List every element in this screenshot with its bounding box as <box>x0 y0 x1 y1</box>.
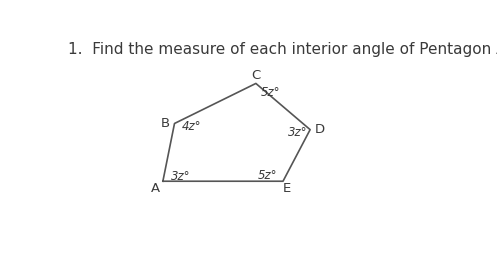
Text: 4z°: 4z° <box>182 120 202 133</box>
Text: B: B <box>161 117 170 130</box>
Text: D: D <box>315 123 325 136</box>
Text: 5z°: 5z° <box>260 86 280 99</box>
Text: 5z°: 5z° <box>258 169 278 182</box>
Text: 1.  Find the measure of each interior angle of Pentagon ABCDE.: 1. Find the measure of each interior ang… <box>68 42 497 57</box>
Text: E: E <box>283 182 291 196</box>
Text: 3z°: 3z° <box>170 170 190 183</box>
Text: C: C <box>251 69 260 82</box>
Text: A: A <box>151 182 160 196</box>
Text: 3z°: 3z° <box>288 126 308 139</box>
